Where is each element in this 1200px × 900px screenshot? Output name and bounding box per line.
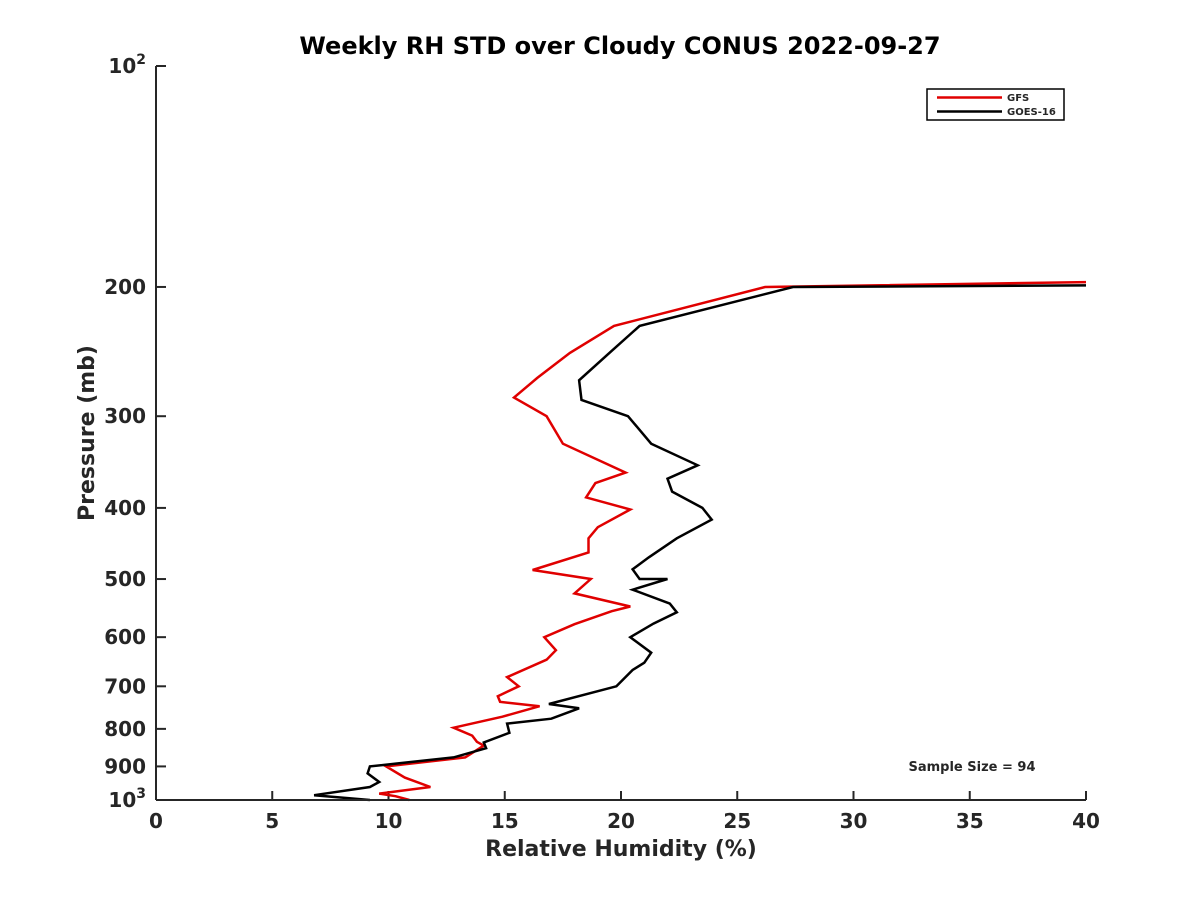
x-tick-label: 35: [956, 809, 984, 833]
y-tick-label: 800: [104, 717, 146, 741]
y-tick-label: 400: [104, 496, 146, 520]
series-line-goes16: [313, 284, 1087, 802]
legend-label-gfs: GFS: [1007, 93, 1029, 104]
x-tick-label: 10: [375, 809, 403, 833]
y-tick-exponent: 3: [136, 786, 146, 802]
x-tick-label: 0: [149, 809, 163, 833]
y-tick-label: 700: [104, 674, 146, 698]
x-tick-label: 15: [491, 809, 519, 833]
chart-title: Weekly RH STD over Cloudy CONUS 2022-09-…: [299, 32, 940, 60]
x-axis-ticks: 0 5 10 15 20 25 30 35 40: [149, 791, 1100, 833]
y-tick-label: 103: [108, 786, 146, 812]
x-tick-label: 25: [723, 809, 751, 833]
y-tick-base: 10: [108, 54, 136, 78]
y-tick-label: 900: [104, 754, 146, 778]
legend: GFS GOES-16: [926, 88, 1065, 121]
y-tick-base: 10: [108, 788, 136, 812]
y-tick-exponent: 2: [136, 52, 146, 68]
x-tick-label: 30: [840, 809, 868, 833]
x-tick-label: 5: [265, 809, 279, 833]
sample-size-annotation: Sample Size = 94: [908, 760, 1035, 775]
x-axis-label: Relative Humidity (%): [485, 837, 757, 862]
y-tick-label: 600: [104, 625, 146, 649]
x-tick-label: 20: [607, 809, 635, 833]
y-tick-label: 102: [108, 52, 146, 78]
y-tick-label: 500: [104, 567, 146, 591]
y-tick-label: 200: [104, 275, 146, 299]
y-axis-label: Pressure (mb): [75, 345, 100, 521]
x-tick-label: 40: [1072, 809, 1100, 833]
series-layer: [313, 280, 1087, 802]
y-tick-label: 300: [104, 404, 146, 428]
legend-box: [926, 88, 1065, 121]
legend-label-goes16: GOES-16: [1007, 107, 1056, 118]
